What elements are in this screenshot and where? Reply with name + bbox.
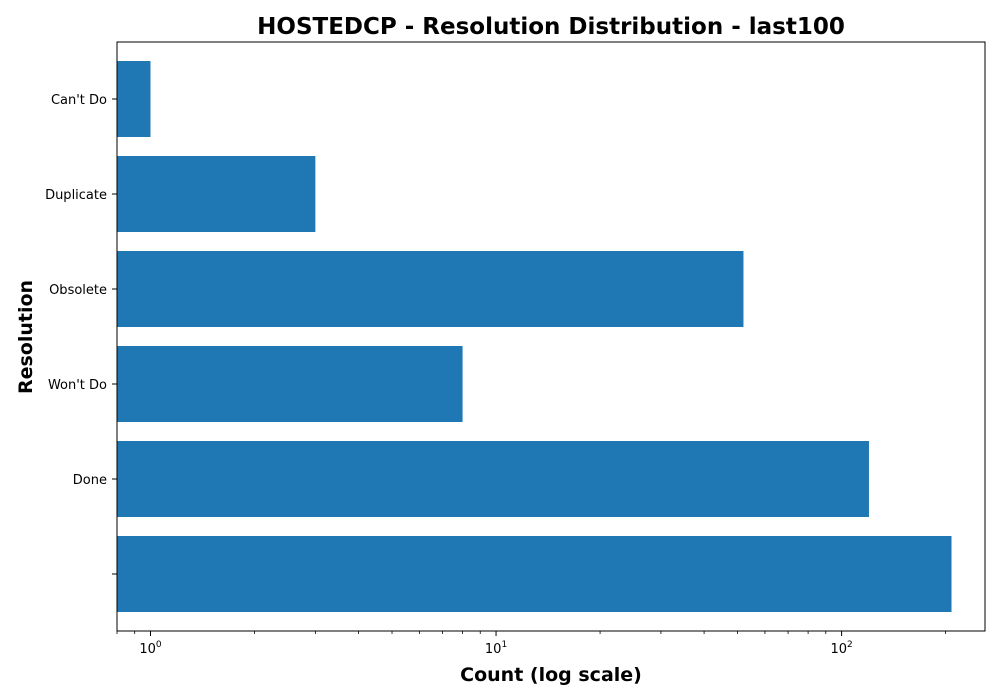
bar-4 xyxy=(117,251,743,327)
bar-2 xyxy=(117,441,869,517)
y-axis-label: Resolution xyxy=(15,280,37,394)
y-tick-label-3: Won't Do xyxy=(48,378,107,393)
x-axis-label: Count (log scale) xyxy=(460,664,642,686)
y-tick-label-6: Can't Do xyxy=(51,93,107,108)
bar-5 xyxy=(117,156,315,232)
x-tick-label-1: 100 xyxy=(139,640,162,657)
plot-area: Done Won't Do Obsolete Duplicate Can't Do 100… xyxy=(45,42,985,657)
chart-title: HOSTEDCP - Resolution Distribution - las… xyxy=(257,14,845,40)
bar-3 xyxy=(117,346,463,422)
y-tick-label-5: Duplicate xyxy=(45,188,107,203)
y-tick-label-4: Obsolete xyxy=(49,283,107,298)
x-tick-label-2: 101 xyxy=(485,640,507,657)
y-tick-label-2: Done xyxy=(73,473,107,488)
bar-6 xyxy=(117,61,150,137)
bar-1 xyxy=(117,536,952,612)
x-tick-label-3: 102 xyxy=(830,640,852,657)
